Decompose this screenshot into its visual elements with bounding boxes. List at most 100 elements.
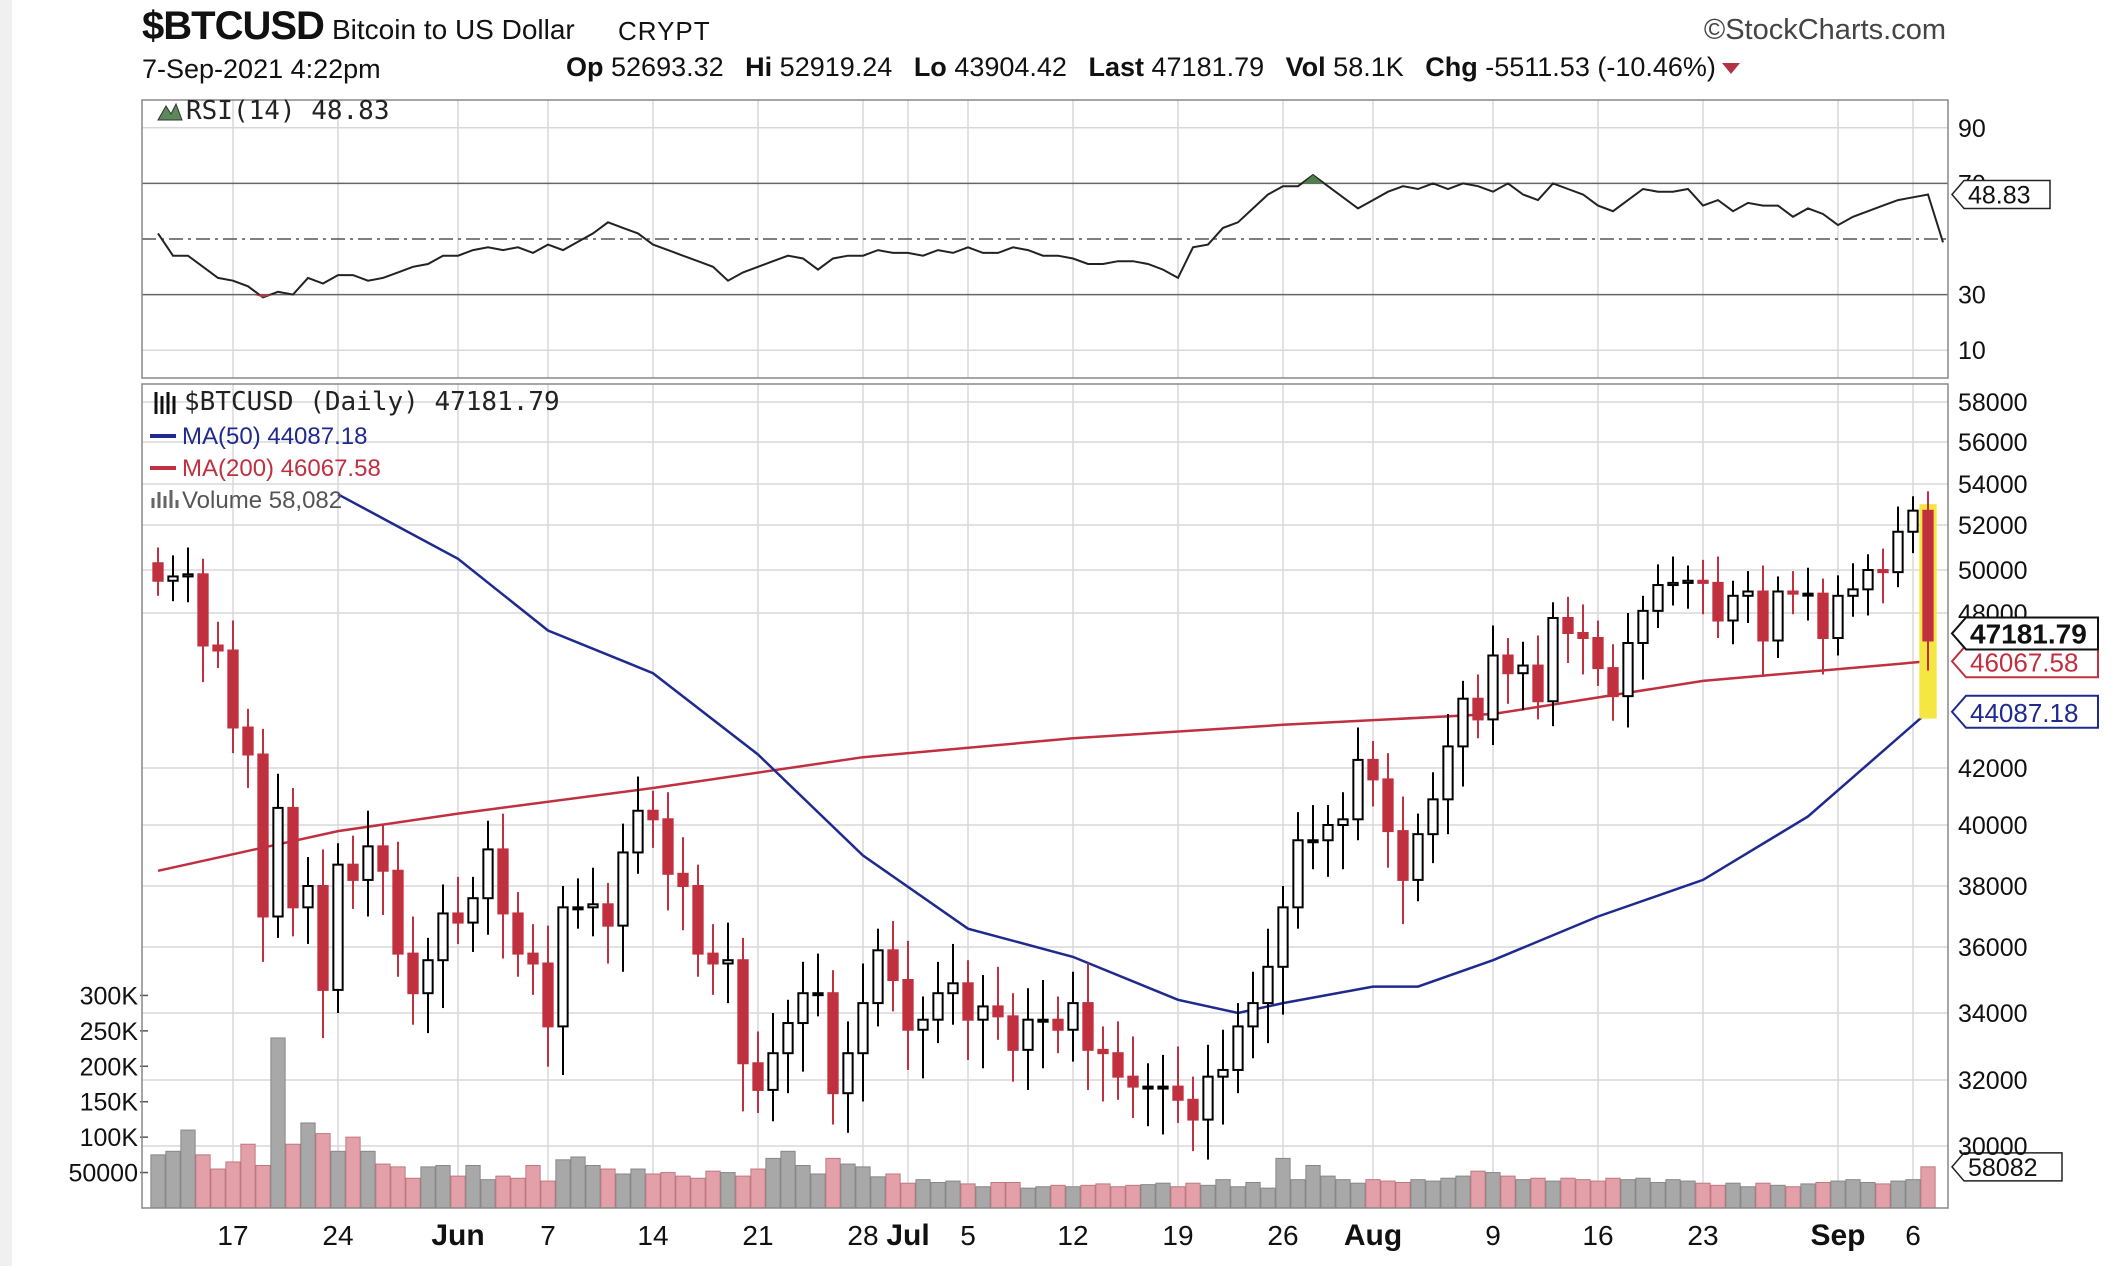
volume-bar xyxy=(495,1175,511,1209)
volume-bar xyxy=(480,1179,496,1209)
volume-bar xyxy=(600,1168,616,1209)
volume-bar xyxy=(1365,1179,1381,1209)
volume-bar xyxy=(1620,1179,1636,1209)
volume-bar xyxy=(225,1161,241,1209)
candle-body xyxy=(827,992,839,1095)
candle-body xyxy=(272,806,284,918)
volume-bar xyxy=(945,1180,961,1209)
price-tick-label: 34000 xyxy=(1958,1000,2028,1028)
candle-body xyxy=(707,952,719,965)
volume-bar xyxy=(1515,1179,1531,1209)
volume-bar xyxy=(345,1136,361,1209)
volume-value: 58.1K xyxy=(1333,52,1404,82)
last-value: 47181.79 xyxy=(1151,52,1265,82)
volume-bar xyxy=(1650,1181,1666,1209)
candle-body xyxy=(287,806,299,909)
volume-bar xyxy=(750,1168,766,1209)
x-tick-label: 24 xyxy=(322,1220,353,1251)
rsi-frame xyxy=(141,99,1949,379)
symbol-name: Bitcoin to US Dollar xyxy=(332,14,575,45)
volume-bar xyxy=(465,1164,481,1209)
candle-body xyxy=(1472,697,1484,721)
rsi-title: RSI(14) 48.83 xyxy=(186,96,390,126)
volume-bar xyxy=(1755,1182,1771,1209)
volume-bar xyxy=(570,1156,586,1209)
candle-body xyxy=(317,885,329,991)
x-tick-label: 12 xyxy=(1057,1220,1088,1251)
change-label: Chg xyxy=(1425,52,1478,82)
volume-bar xyxy=(735,1175,751,1209)
candle-body xyxy=(632,809,644,854)
rsi-mountain-icon xyxy=(157,102,183,121)
volume-bar xyxy=(1095,1183,1111,1209)
volume-bar xyxy=(315,1133,331,1209)
candle-body xyxy=(1097,1048,1109,1055)
candle-body xyxy=(1112,1052,1124,1078)
candle-body xyxy=(692,885,704,955)
volume-bar xyxy=(1590,1180,1606,1209)
price-tick-label: 30000 xyxy=(1958,1133,2028,1161)
volume-bar xyxy=(210,1168,226,1209)
candle-body xyxy=(302,885,314,909)
x-tick-label: Jul xyxy=(886,1219,929,1252)
volume-bar xyxy=(1305,1164,1321,1209)
candle-body xyxy=(1862,569,1874,591)
volume-bar xyxy=(1845,1179,1861,1209)
price-legend: $BTCUSD (Daily) 47181.79 MA(50) 44087.18… xyxy=(150,387,560,514)
candle-body xyxy=(422,959,434,995)
candle-body xyxy=(392,869,404,955)
volume-bar xyxy=(900,1182,916,1209)
candle-body xyxy=(1517,664,1529,675)
volume-bar xyxy=(1665,1179,1681,1209)
price-tick-label: 32000 xyxy=(1958,1067,2028,1095)
candle-body xyxy=(797,992,809,1025)
candle-body xyxy=(1127,1075,1139,1088)
volume-bar xyxy=(645,1173,661,1209)
volume-bar xyxy=(285,1143,301,1209)
candle-body xyxy=(587,903,599,909)
volume-bar xyxy=(1605,1177,1621,1209)
volume-legend-icon xyxy=(151,490,179,508)
candle-body xyxy=(722,959,734,965)
volume-bar xyxy=(1485,1172,1501,1209)
volume-bar xyxy=(930,1181,946,1209)
volume-bar xyxy=(990,1181,1006,1209)
candle-body xyxy=(1022,1018,1034,1051)
price-tick-label: 50000 xyxy=(1958,557,2028,585)
candle-body xyxy=(377,845,389,872)
candle-body xyxy=(1292,839,1304,909)
volume-bar xyxy=(1785,1186,1801,1209)
price-title: $BTCUSD (Daily) 47181.79 xyxy=(184,387,560,417)
candle-body xyxy=(1802,592,1814,597)
candle-body xyxy=(602,903,614,927)
volume-bar xyxy=(1245,1181,1261,1209)
volume-bar xyxy=(1020,1187,1036,1209)
volume-tick-label: 200K xyxy=(80,1053,139,1081)
candle-body xyxy=(242,726,254,756)
candle-body xyxy=(1187,1098,1199,1121)
volume-bar xyxy=(1035,1186,1051,1209)
volume-bar xyxy=(1215,1179,1231,1209)
last-label: Last xyxy=(1088,52,1144,82)
volume-tick-label: 150K xyxy=(80,1089,139,1117)
candle-body xyxy=(1637,609,1649,644)
volume-bar xyxy=(375,1163,391,1209)
candle-body xyxy=(1142,1085,1154,1090)
brand-copyright[interactable]: ©StockCharts.com xyxy=(1703,14,1946,46)
volume-bar xyxy=(255,1164,271,1209)
symbol-title: $BTCUSD xyxy=(142,4,325,48)
candle-body xyxy=(1577,632,1589,639)
candle-body xyxy=(1787,590,1799,595)
candle-body xyxy=(782,1022,794,1055)
candle-body xyxy=(1382,778,1394,833)
ma50-legend: MA(50) 44087.18 xyxy=(182,423,367,450)
price-tick-label: 40000 xyxy=(1958,812,2028,840)
candle-body xyxy=(152,562,164,582)
volume-bar xyxy=(780,1150,796,1209)
volume-bar xyxy=(960,1183,976,1209)
volume-bar xyxy=(1320,1175,1336,1209)
candle-body xyxy=(1277,906,1289,968)
candle-body xyxy=(992,1005,1004,1018)
rsi-tick-label: 10 xyxy=(1958,337,1986,365)
